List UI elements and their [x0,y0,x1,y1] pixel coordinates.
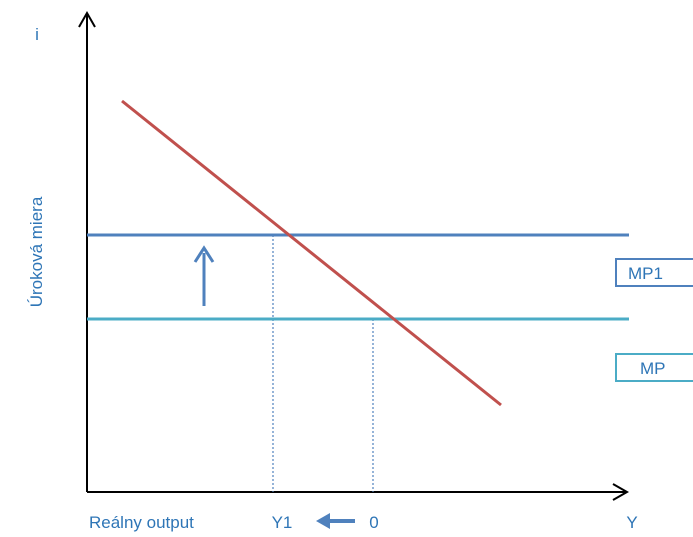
x-axis-symbol: Y [626,513,637,532]
x-axis-label: Reálny output [89,513,194,532]
y-axis-label: Úroková miera [27,196,46,307]
tick-y0: 0 [369,513,378,532]
tick-y1: Y1 [272,513,293,532]
y-axis-arrowhead [78,10,96,28]
x-axis-arrowhead [612,483,630,501]
y-axis-symbol: i [35,25,39,44]
demand-line [121,99,502,407]
shift-arrow-head [193,245,215,263]
mp1-label: MP1 [628,264,663,283]
mp-label-box [615,353,693,382]
left-shift-arrow-head [316,513,330,529]
mp1-label-box [615,258,693,287]
mp-label: MP [640,359,666,378]
